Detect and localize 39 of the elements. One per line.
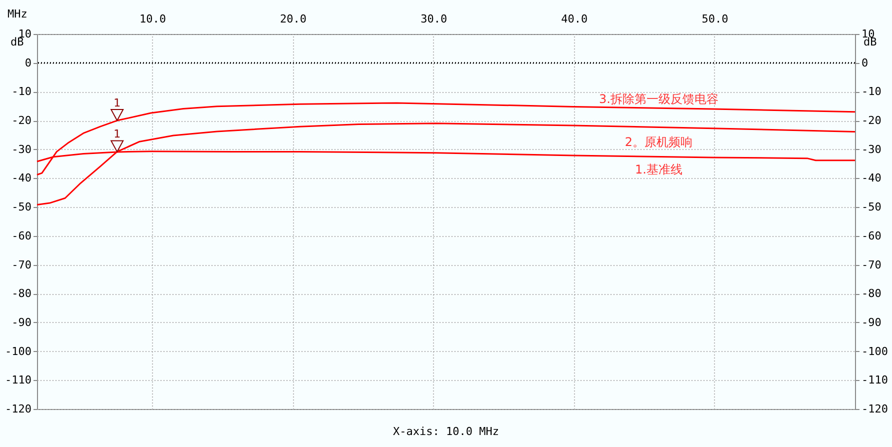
x-tick-label: 10.0 (140, 12, 166, 26)
y2-tick-label: -100 (862, 344, 888, 358)
x-axis-title: MHz (8, 8, 28, 20)
y2-tick-label: -120 (862, 402, 888, 416)
y2-tick-label: -50 (862, 200, 882, 214)
y-tick-label: -100 (5, 344, 32, 358)
series-label: 3.拆除第一级反馈电容 (598, 92, 718, 106)
x-tick-label: 50.0 (702, 12, 728, 26)
y-tick-label: -70 (12, 258, 32, 272)
series-label: 2。原机频响 (624, 135, 692, 150)
y-tick-label: -50 (12, 200, 32, 214)
y-tick-label: -30 (12, 142, 32, 156)
series-label: 1.基准线 (634, 162, 682, 177)
y2-tick-label: -80 (862, 287, 882, 300)
y-tick-label: -20 (12, 114, 32, 128)
y2-tick-label: -10 (862, 85, 882, 98)
y-tick-label: 0 (24, 56, 32, 70)
y-tick-label: -60 (12, 229, 32, 242)
x-tick-label: 40.0 (561, 12, 588, 26)
y-tick-label: -120 (5, 402, 32, 416)
annotation: 1 (114, 96, 121, 110)
line-series (36, 122, 856, 206)
y2-tick-label: -30 (862, 142, 882, 156)
y2-tick-label: -40 (862, 172, 882, 185)
x-tick-label: 30.0 (420, 12, 448, 26)
y2-tick-label: -90 (862, 316, 882, 329)
annotation: 1 (114, 128, 121, 141)
y-tick-label: -90 (12, 316, 32, 329)
y2-tick-label: -60 (862, 229, 882, 242)
text: X-axis: 10.0 MHz (393, 425, 499, 438)
y-tick-label: -40 (12, 172, 32, 185)
y2-tick-label: -70 (862, 258, 882, 272)
y2-tick-label: -20 (862, 114, 882, 128)
y2-tick-label: 0 (862, 56, 868, 70)
y-tick-label: -80 (12, 287, 32, 300)
y2-tick-label: -110 (862, 374, 888, 387)
x-tick-label: 20.0 (280, 12, 307, 26)
y-tick-label: -110 (5, 374, 32, 387)
y-tick-label: -10 (12, 85, 32, 98)
